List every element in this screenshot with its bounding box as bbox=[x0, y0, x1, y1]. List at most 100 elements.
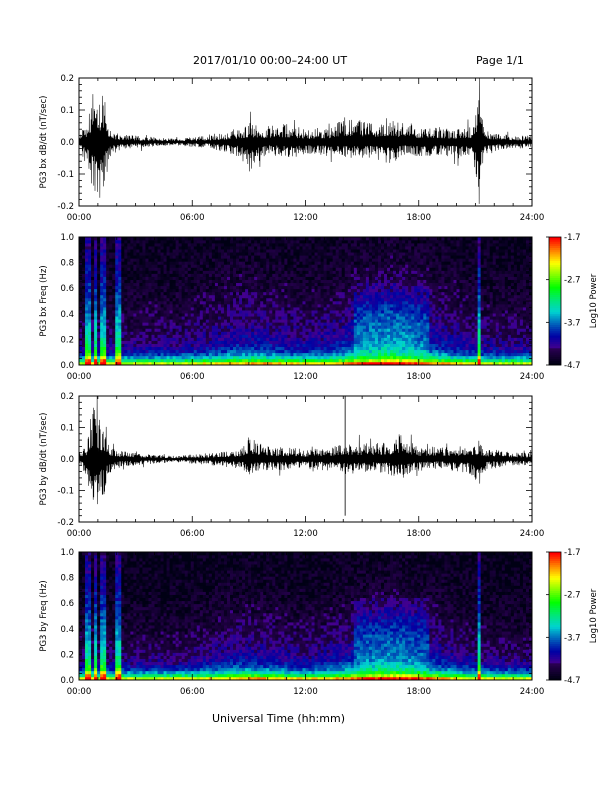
spectrogram-cell bbox=[335, 307, 340, 311]
spectrogram-cell bbox=[326, 285, 330, 290]
spectrogram-cell bbox=[399, 310, 403, 314]
spectrogram-cell bbox=[163, 273, 167, 277]
spectrogram-cell bbox=[308, 304, 312, 308]
spectrogram-cell bbox=[263, 337, 267, 341]
spectrogram-cell bbox=[145, 273, 149, 277]
spectrogram-cell bbox=[251, 343, 255, 348]
spectrogram-cell bbox=[109, 352, 113, 357]
spectrogram-cell bbox=[384, 264, 388, 268]
spectrogram-cell bbox=[205, 255, 210, 259]
spectrogram-cell bbox=[184, 301, 189, 305]
spectrogram-cell bbox=[426, 252, 430, 256]
spectrogram-cell bbox=[115, 276, 119, 280]
spectrogram-cell bbox=[377, 237, 382, 241]
spectrogram-cell bbox=[251, 252, 255, 256]
spectrogram-cell bbox=[408, 301, 412, 305]
spectrogram-cell bbox=[136, 282, 140, 287]
spectrogram-cell bbox=[178, 288, 182, 293]
spectrogram-cell bbox=[103, 252, 107, 256]
spectrogram-cell bbox=[242, 349, 246, 354]
spectrogram-cell bbox=[106, 352, 110, 357]
spectrogram-cell bbox=[387, 307, 391, 311]
spectrogram-cell bbox=[85, 301, 89, 305]
spectrogram-cell bbox=[124, 237, 128, 241]
spectrogram-cell bbox=[332, 346, 336, 351]
spectrogram-cell bbox=[112, 331, 116, 335]
spectrogram-cell bbox=[293, 319, 297, 323]
spectrogram-cell bbox=[420, 310, 424, 314]
spectrogram-cell bbox=[269, 297, 273, 302]
spectrogram-cell bbox=[88, 343, 92, 348]
spectrogram-cell bbox=[187, 267, 192, 271]
spectrogram-cell bbox=[220, 316, 225, 320]
spectrogram-cell bbox=[184, 310, 189, 314]
spectrogram-cell bbox=[230, 240, 234, 244]
spectrogram-cell bbox=[323, 307, 327, 311]
spectrogram-cell bbox=[317, 240, 321, 244]
spectrogram-cell bbox=[368, 246, 373, 250]
spectrogram-cell bbox=[133, 325, 137, 329]
spectrogram-cell bbox=[148, 328, 152, 332]
spectrogram-cell bbox=[344, 316, 349, 320]
spectrogram-cell bbox=[408, 267, 412, 271]
spectrogram-cell bbox=[145, 358, 149, 363]
spectrogram-cell bbox=[145, 310, 149, 314]
spectrogram-cell bbox=[269, 343, 273, 348]
spectrogram-cell bbox=[426, 334, 430, 338]
spectrogram-cell bbox=[130, 328, 134, 332]
spectrogram-cell bbox=[112, 349, 116, 354]
spectrogram-cell bbox=[226, 310, 231, 314]
spectrogram-cell bbox=[317, 361, 321, 366]
spectrogram-cell bbox=[323, 346, 327, 351]
spectrogram-cell bbox=[329, 301, 333, 305]
spectrogram-cell bbox=[163, 297, 167, 302]
spectrogram-cell bbox=[377, 304, 382, 308]
spectrogram-cell bbox=[91, 258, 95, 262]
spectrogram-cell bbox=[260, 301, 264, 305]
spectrogram-cell bbox=[381, 313, 385, 317]
spectrogram-cell bbox=[347, 322, 352, 326]
spectrogram-cell bbox=[377, 261, 382, 265]
spectrogram-cell bbox=[381, 334, 385, 338]
spectrogram-cell bbox=[205, 243, 210, 247]
spectrogram-cell bbox=[393, 328, 397, 332]
spectrogram-cell bbox=[88, 334, 92, 338]
spectrogram-cell bbox=[121, 243, 125, 247]
spectrogram-cell bbox=[281, 355, 285, 360]
spectrogram-cell bbox=[417, 349, 421, 354]
spectrogram-cell bbox=[223, 301, 228, 305]
spectrogram-cell bbox=[245, 258, 249, 262]
spectrogram-cell bbox=[387, 325, 391, 329]
spectrogram-cell bbox=[130, 358, 134, 363]
spectrogram-cell bbox=[260, 291, 264, 296]
spectrogram-cell bbox=[368, 361, 373, 366]
spectrogram-cell bbox=[121, 358, 125, 363]
spectrogram-cell bbox=[335, 352, 340, 357]
spectrogram-cell bbox=[190, 273, 195, 277]
spectrogram-cell bbox=[239, 276, 243, 280]
spectrogram-cell bbox=[278, 361, 282, 366]
spectrogram-cell bbox=[284, 273, 288, 277]
spectrogram-cell bbox=[269, 285, 273, 290]
spectrogram-cell bbox=[157, 288, 161, 293]
spectrogram-cell bbox=[242, 240, 246, 244]
spectrogram-cell bbox=[169, 294, 173, 299]
spectrogram-cell bbox=[393, 255, 397, 259]
spectrogram-cell bbox=[103, 261, 107, 265]
spectrogram-cell bbox=[214, 301, 219, 305]
spectrogram-cell bbox=[356, 346, 361, 351]
spectrogram-cell bbox=[260, 243, 264, 247]
spectrogram-cell bbox=[426, 319, 430, 323]
spectrogram-cell bbox=[287, 358, 291, 363]
spectrogram-cell bbox=[293, 237, 297, 241]
spectrogram-cell bbox=[148, 291, 152, 296]
spectrogram-cell bbox=[311, 307, 315, 311]
spectrogram-cell bbox=[103, 297, 107, 302]
spectrogram-cell bbox=[263, 288, 267, 293]
spectrogram-cell bbox=[350, 240, 355, 244]
spectrogram-cell bbox=[362, 249, 367, 253]
spectrogram-cell bbox=[124, 288, 128, 293]
spectrogram-cell bbox=[199, 337, 204, 341]
spectrogram-cell bbox=[136, 249, 140, 253]
spectrogram-cell bbox=[335, 301, 340, 305]
